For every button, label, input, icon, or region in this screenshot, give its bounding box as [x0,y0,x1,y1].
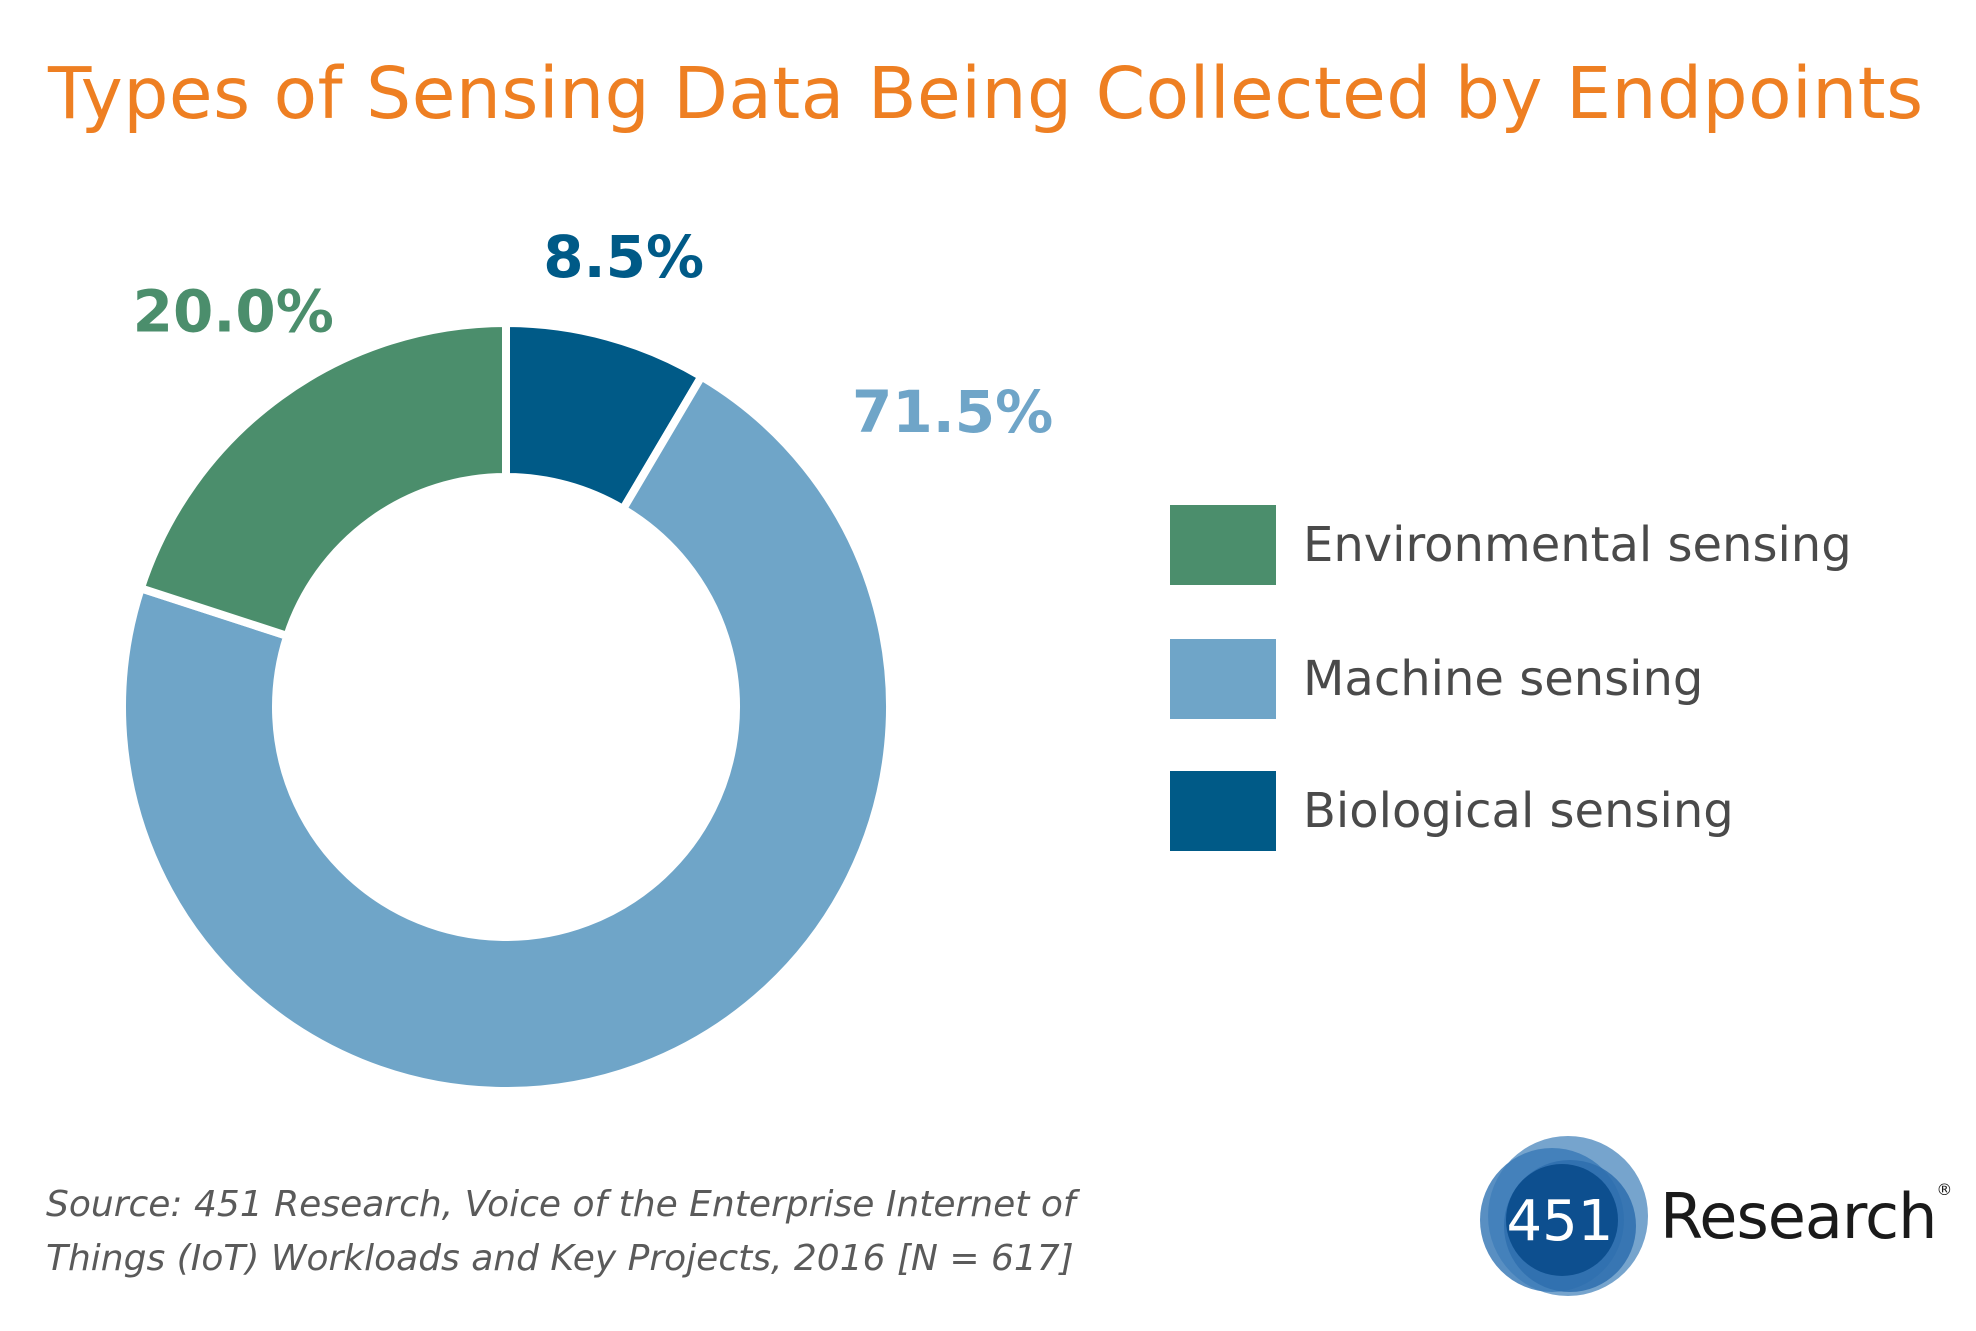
slice-environmental [135,318,510,641]
company-logo: 451 Research® [1470,1128,1952,1308]
legend-swatch-environmental [1170,505,1276,585]
slice-labels: 8.5% 71.5% 20.0% [133,223,1054,446]
logo-name: Research [1660,1180,1937,1253]
legend-label-environmental: Environmental sensing [1303,517,1852,573]
legend-item-biological: Biological sensing [1170,771,1930,851]
source-note: Source: 451 Research, Voice of the Enter… [46,1184,1076,1279]
legend-swatch-machine [1170,639,1276,719]
slice-label-biological: 8.5% [543,223,704,291]
logo-circles-icon: 451 [1480,1136,1648,1296]
donut-slices [118,318,894,1095]
logo-number: 451 [1507,1189,1614,1254]
legend-swatch-biological [1170,771,1276,851]
logo-registered-mark: ® [1936,1180,1952,1199]
legend-item-machine: Machine sensing [1170,639,1930,719]
logo-wordmark: Research® [1660,1180,1952,1253]
slice-label-machine: 71.5% [852,378,1053,446]
slice-machine [118,370,894,1095]
legend-label-biological: Biological sensing [1303,783,1734,839]
slice-label-environmental: 20.0% [133,278,334,346]
legend-item-environmental: Environmental sensing [1170,505,1930,585]
legend-label-machine: Machine sensing [1303,651,1704,707]
chart-title: Types of Sensing Data Being Collected by… [48,52,1924,135]
